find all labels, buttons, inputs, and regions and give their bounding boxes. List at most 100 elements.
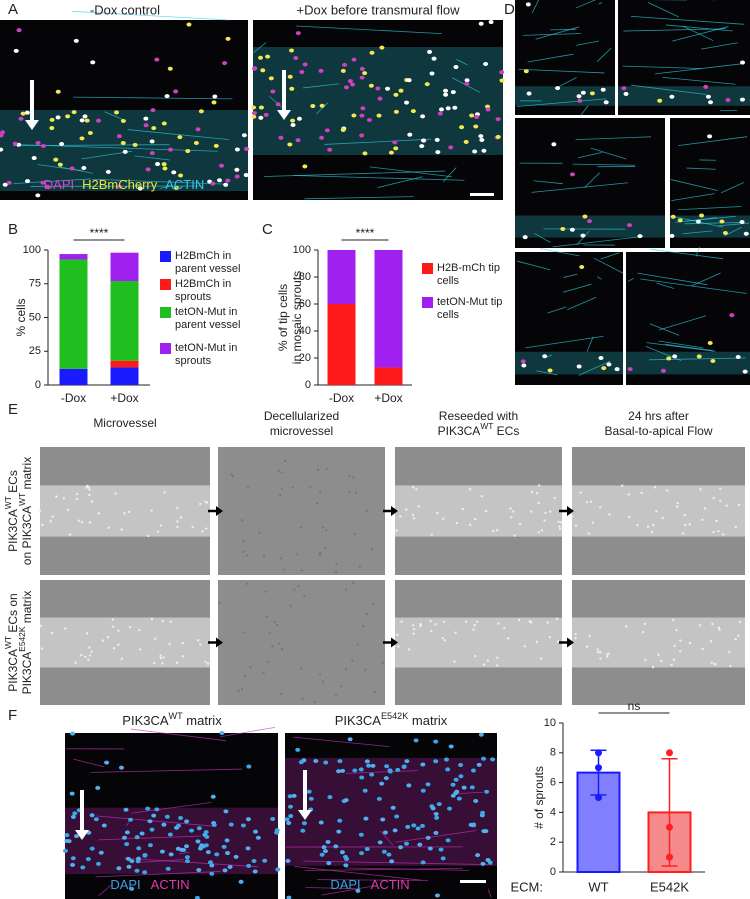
actin-fiber	[664, 343, 713, 351]
phase-speck	[712, 530, 715, 534]
nucleus	[70, 814, 76, 819]
nucleus	[72, 811, 78, 816]
nucleus	[225, 178, 231, 183]
actin-fiber	[90, 768, 242, 773]
text-segment: ECs	[6, 470, 20, 496]
nucleus	[417, 842, 423, 847]
phase-speck	[608, 513, 611, 516]
phase-speck	[728, 650, 731, 654]
actin-fiber	[395, 830, 477, 843]
y-tick-label: 0	[35, 379, 41, 391]
nucleus	[369, 772, 375, 777]
phase-image	[218, 447, 385, 575]
nucleus	[359, 775, 365, 780]
nucleus	[96, 118, 102, 123]
nucleus	[211, 100, 217, 105]
phase-speck	[453, 660, 456, 663]
nucleus	[287, 794, 293, 799]
phase-speck	[412, 624, 415, 627]
nucleus	[143, 123, 149, 128]
phase-speck	[279, 493, 282, 497]
phase-speck	[698, 624, 702, 627]
nucleus	[13, 48, 19, 53]
nucleus	[62, 848, 68, 853]
phase-speck	[301, 697, 304, 700]
y-tick-label: 0	[550, 866, 556, 878]
phase-speck	[666, 489, 669, 492]
phase-speck	[660, 659, 663, 663]
nucleus	[521, 363, 527, 368]
phase-speck	[107, 526, 110, 529]
phase-speck	[650, 530, 654, 534]
label: PIK3CAWT ECs on	[3, 593, 20, 691]
actin-fiber	[293, 175, 465, 181]
phase-speck	[682, 532, 685, 535]
nucleus	[173, 185, 179, 190]
legend-swatch	[160, 307, 171, 318]
actin-fiber	[596, 47, 612, 62]
nucleus	[322, 849, 328, 854]
nucleus	[468, 822, 474, 827]
flow-arrow-head	[25, 120, 39, 130]
flow-arrow-head	[298, 810, 312, 820]
nucleus	[151, 126, 157, 131]
phase-speck	[40, 647, 44, 650]
nucleus	[340, 768, 346, 773]
nucleus	[600, 87, 606, 92]
nucleus	[580, 233, 586, 238]
nucleus	[211, 821, 217, 826]
nucleus	[299, 70, 305, 75]
nucleus	[85, 857, 91, 862]
nucleus	[255, 835, 261, 840]
phase-speck	[231, 474, 235, 478]
actin-fiber	[37, 164, 83, 172]
nucleus	[165, 866, 171, 871]
phase-vessel	[572, 617, 745, 668]
nucleus	[448, 744, 454, 749]
phase-speck	[676, 501, 679, 505]
actin-fiber	[684, 222, 743, 225]
nucleus	[0, 133, 4, 138]
phase-speck	[557, 520, 560, 524]
nucleus	[225, 36, 231, 41]
phase-image	[218, 580, 385, 705]
label: PIK3CAWT matrix	[122, 711, 222, 728]
nucleus	[359, 113, 365, 118]
phase-speck	[683, 523, 687, 527]
nucleus	[93, 817, 99, 822]
nucleus	[70, 731, 76, 736]
nucleus	[134, 835, 140, 840]
phase-speck	[683, 513, 686, 517]
phase-speck	[737, 503, 741, 507]
actin-fiber	[324, 138, 432, 145]
nucleus	[474, 114, 480, 119]
phase-speck	[87, 486, 90, 489]
nucleus	[343, 798, 349, 803]
nucleus	[443, 88, 449, 93]
phase-speck	[201, 530, 204, 533]
phase-speck	[429, 629, 433, 633]
actin-fiber	[665, 24, 733, 32]
nucleus	[366, 763, 372, 768]
x-axis-label: ECM:	[511, 879, 544, 894]
nucleus	[358, 767, 364, 772]
nucleus	[406, 783, 412, 788]
label: PIK3CAWT ECs	[3, 470, 20, 552]
phase-speck	[537, 530, 540, 534]
phase-speck	[179, 516, 183, 519]
phase-speck	[558, 527, 562, 531]
nucleus	[80, 865, 86, 870]
nucleus	[707, 134, 713, 139]
phase-speck	[153, 661, 156, 665]
phase-speck	[258, 531, 261, 534]
actin-fiber	[124, 857, 259, 868]
nucleus	[154, 57, 160, 62]
label: 24 hrs after	[628, 409, 689, 423]
nucleus	[479, 137, 485, 142]
nucleus	[324, 128, 330, 133]
phase-speck	[443, 620, 446, 624]
phase-speck	[262, 671, 265, 675]
nucleus	[555, 86, 561, 91]
nucleus	[637, 234, 643, 239]
actin-fiber	[134, 155, 170, 161]
